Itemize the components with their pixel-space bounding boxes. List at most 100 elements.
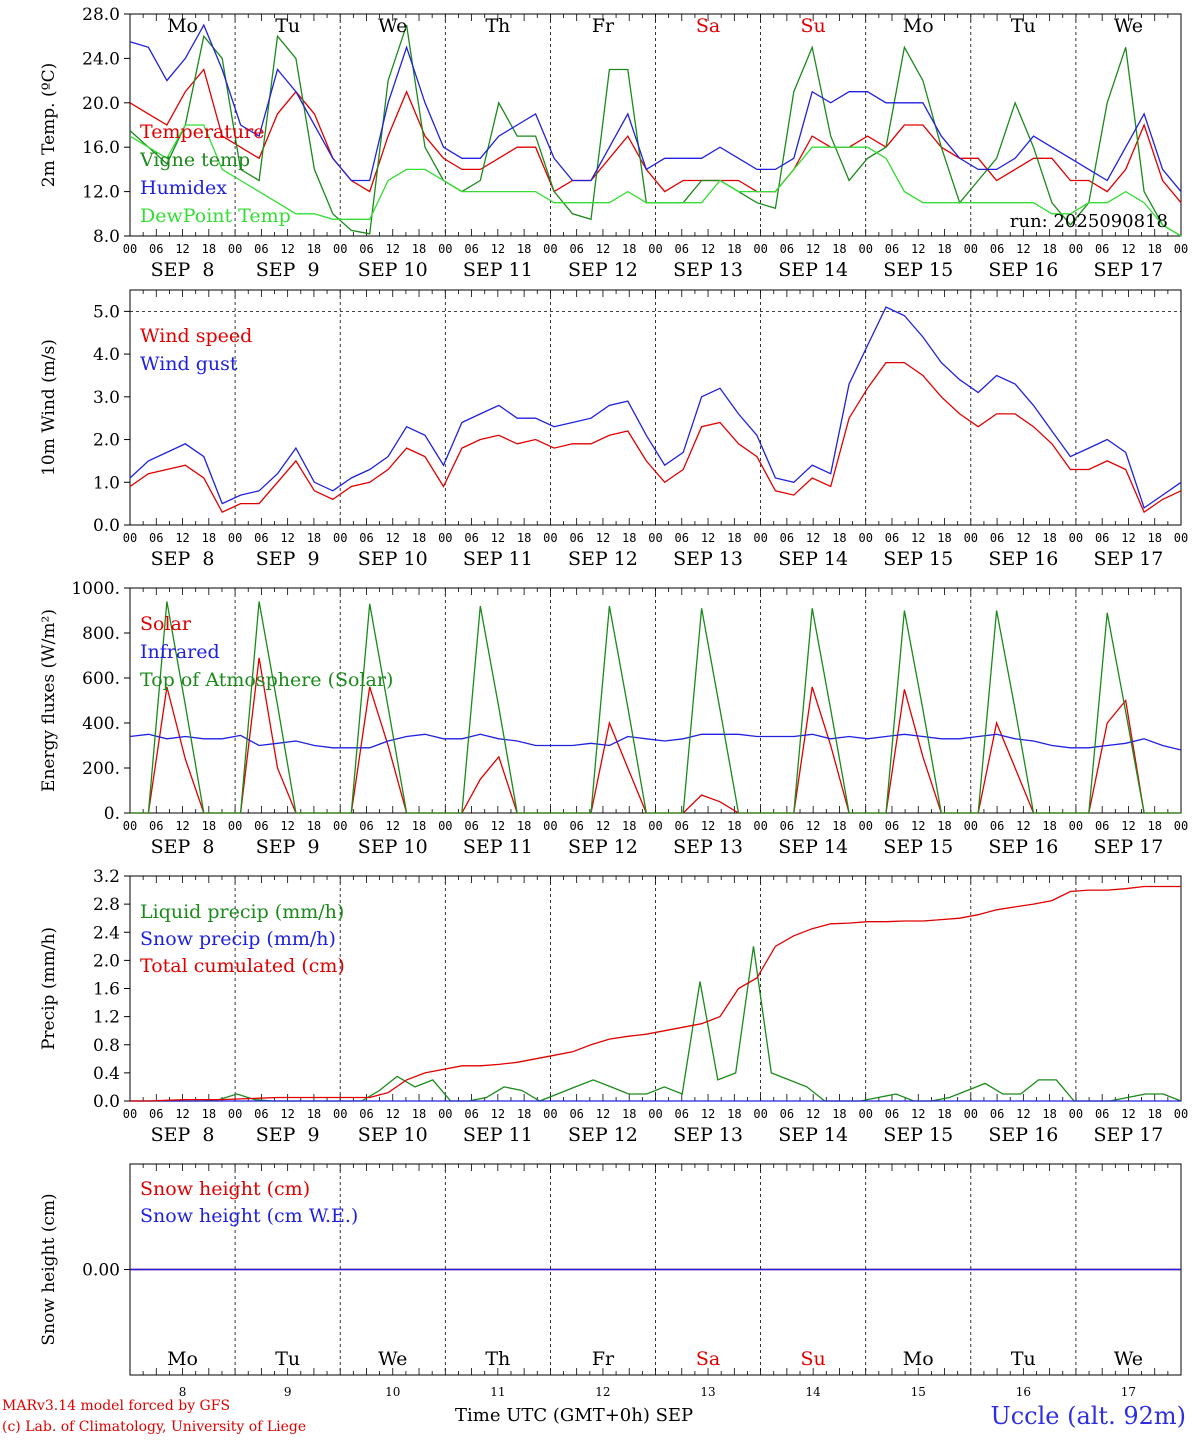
- hour-tick-label: 12: [806, 1107, 820, 1121]
- day-name-bottom: Tu: [1011, 1348, 1036, 1370]
- y-axis-label: Snow height (cm): [39, 1193, 59, 1345]
- hour-tick-label: 12: [386, 242, 400, 256]
- date-label: SEP 8: [151, 548, 215, 570]
- hour-tick-label: 18: [937, 1107, 951, 1121]
- y-tick-label: 1.2: [93, 1008, 120, 1028]
- hour-tick-label: 06: [780, 819, 794, 833]
- hour-tick-label: 12: [175, 819, 189, 833]
- hour-tick-label: 12: [596, 819, 610, 833]
- date-label: SEP 11: [463, 1124, 533, 1146]
- hour-tick-label: 00: [964, 1107, 978, 1121]
- hour-tick-label: 12: [701, 1107, 715, 1121]
- hour-tick-label: 18: [412, 531, 426, 545]
- hour-tick-label: 06: [464, 819, 478, 833]
- hour-tick-label: 18: [622, 531, 636, 545]
- hour-tick-label: 12: [911, 1107, 925, 1121]
- hour-tick-label: 00: [438, 242, 452, 256]
- hour-tick-label: 18: [832, 1107, 846, 1121]
- hour-tick-label: 18: [202, 531, 216, 545]
- hour-tick-label: 18: [622, 819, 636, 833]
- legend-dewpoint-temp: DewPoint Temp: [140, 205, 291, 227]
- day-name-top: Tu: [275, 15, 300, 37]
- y-tick-label: 0.0: [93, 1092, 120, 1112]
- y-tick-label: 0.00: [82, 1261, 120, 1281]
- series-line-humidex: [129, 23, 1182, 193]
- hour-tick-label: 12: [1016, 1107, 1030, 1121]
- hour-tick-label: 00: [648, 242, 662, 256]
- date-label: SEP 16: [988, 836, 1058, 858]
- hour-tick-label: 12: [1121, 819, 1135, 833]
- hour-tick-label: 06: [675, 531, 689, 545]
- hour-tick-label: 06: [675, 819, 689, 833]
- day-number: 17: [1121, 1385, 1136, 1398]
- date-label: SEP 10: [358, 1124, 428, 1146]
- hour-tick-label: 12: [806, 242, 820, 256]
- hour-tick-label: 06: [359, 819, 373, 833]
- day-name-bottom: We: [1114, 1348, 1143, 1370]
- hour-tick-label: 06: [1095, 1107, 1109, 1121]
- hour-tick-label: 18: [307, 1107, 321, 1121]
- hour-tick-label: 12: [175, 242, 189, 256]
- hour-tick-label: 06: [464, 242, 478, 256]
- series-line-wind-gust: [129, 306, 1182, 509]
- date-label: SEP 14: [778, 836, 848, 858]
- hour-tick-label: 00: [753, 819, 767, 833]
- legend-infrared: Infrared: [140, 641, 220, 663]
- legend-humidex: Humidex: [140, 177, 227, 199]
- y-tick-label: 4.0: [93, 345, 120, 365]
- hour-tick-label: 18: [202, 819, 216, 833]
- hour-tick-label: 18: [202, 242, 216, 256]
- hour-tick-label: 12: [491, 242, 505, 256]
- hour-tick-label: 18: [622, 242, 636, 256]
- y-tick-label: 200.: [82, 759, 120, 779]
- hour-tick-label: 12: [1121, 1107, 1135, 1121]
- hour-tick-label: 12: [806, 819, 820, 833]
- day-number: 10: [385, 1385, 400, 1398]
- model-credit: MARv3.14 model forced by GFS: [2, 1398, 231, 1414]
- date-label: SEP 16: [988, 548, 1058, 570]
- lab-credit: (c) Lab. of Climatology, University of L…: [2, 1419, 307, 1435]
- hour-tick-label: 06: [149, 242, 163, 256]
- date-label: SEP 17: [1094, 259, 1164, 281]
- hour-tick-label: 00: [543, 819, 557, 833]
- y-tick-label: 400.: [82, 714, 120, 734]
- legend-solar: Solar: [140, 613, 192, 635]
- hour-tick-label: 06: [675, 1107, 689, 1121]
- day-name-bottom: Th: [485, 1348, 510, 1370]
- hour-tick-label: 18: [832, 242, 846, 256]
- date-label: SEP 16: [988, 1124, 1058, 1146]
- hour-tick-label: 18: [1042, 242, 1056, 256]
- hour-tick-label: 12: [1121, 531, 1135, 545]
- hour-tick-label: 18: [412, 819, 426, 833]
- date-label: SEP 8: [151, 259, 215, 281]
- legend-wind-speed: Wind speed: [140, 325, 252, 347]
- series-line-dewpoint-temp: [129, 124, 1182, 237]
- hour-tick-label: 18: [412, 242, 426, 256]
- hour-tick-label: 18: [517, 819, 531, 833]
- day-number: 12: [595, 1385, 610, 1398]
- date-label: SEP 13: [673, 836, 743, 858]
- hour-tick-label: 06: [885, 819, 899, 833]
- y-tick-label: 28.0: [82, 5, 120, 25]
- date-label: SEP 9: [256, 548, 320, 570]
- legend-vigne-temp: Vigne temp: [139, 149, 250, 171]
- legend-snow-precip-mm-h: Snow precip (mm/h): [140, 928, 336, 950]
- day-name-bottom: Su: [801, 1348, 826, 1370]
- station-name: Uccle (alt. 92m): [990, 1402, 1186, 1430]
- y-axis-label: 2m Temp. (ºC): [39, 63, 59, 188]
- meteogram: 8.0 12.0 16.0 20.0 24.0 28.0 2m Temp. (ºC) Temp…: [39, 5, 1188, 1398]
- hour-tick-label: 18: [1147, 819, 1161, 833]
- date-label: SEP 16: [988, 259, 1058, 281]
- date-label: SEP 12: [568, 548, 638, 570]
- day-name-top: Mo: [167, 15, 198, 37]
- legend-snow-height-cm-w-e: Snow height (cm W.E.): [140, 1205, 358, 1227]
- legend-wind-gust: Wind gust: [140, 353, 238, 375]
- hour-tick-label: 18: [1042, 1107, 1056, 1121]
- y-tick-label: 3.0: [93, 388, 120, 408]
- date-label: SEP 12: [568, 1124, 638, 1146]
- time-axis-label: Time UTC (GMT+0h) SEP: [455, 1405, 694, 1426]
- hour-tick-label: 18: [1042, 819, 1056, 833]
- date-label: SEP 8: [151, 1124, 215, 1146]
- hour-tick-label: 06: [359, 1107, 373, 1121]
- hour-tick-label: 18: [937, 242, 951, 256]
